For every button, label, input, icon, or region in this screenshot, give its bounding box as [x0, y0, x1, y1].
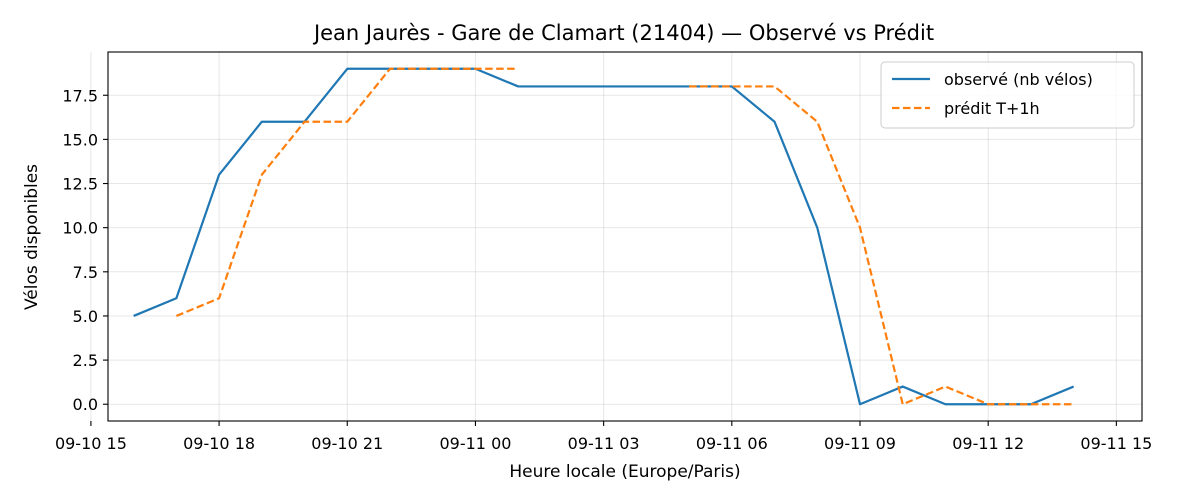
x-tick-label: 09-10 18: [183, 434, 255, 453]
x-tick-label: 09-11 03: [568, 434, 640, 453]
legend-label-predicted: prédit T+1h: [944, 99, 1040, 118]
x-tick-label: 09-10 15: [55, 434, 127, 453]
observed-series-line: [133, 67, 1075, 406]
predicted-series-line: [175, 67, 519, 317]
x-tick-label: 09-11 09: [824, 434, 896, 453]
x-tick-label: 09-10 21: [311, 434, 383, 453]
x-tick-label: 09-11 12: [952, 434, 1024, 453]
y-tick-label: 10.0: [62, 219, 98, 238]
y-axis-ticks: 0.0 2.5 5.0 7.5 10.0 12.5 15.0 17.5: [62, 86, 108, 414]
y-axis-label: Vélos disponibles: [22, 164, 42, 310]
legend-box: [880, 61, 1135, 129]
x-axis-label: Heure locale (Europe/Paris): [509, 462, 740, 482]
x-tick-label: 09-11 06: [696, 434, 768, 453]
series-lines: [133, 67, 1075, 406]
y-tick-label: 5.0: [73, 307, 98, 326]
predicted-series-line: [689, 85, 1074, 406]
x-axis-ticks: 09-10 15 09-10 18 09-10 21 09-11 00 09-11 03…: [55, 421, 1152, 453]
y-tick-label: 17.5: [62, 86, 98, 105]
plot-frame: [107, 51, 1143, 422]
legend-label-observed: observé (nb vélos): [944, 70, 1093, 89]
chart-title: Jean Jaurès - Gare de Clamart (21404) — …: [312, 21, 934, 45]
x-tick-label: 09-11 15: [1080, 434, 1152, 453]
legend: observé (nb vélos) prédit T+1h: [880, 61, 1135, 129]
y-tick-label: 15.0: [62, 130, 98, 149]
y-tick-label: 2.5: [73, 351, 98, 370]
y-tick-label: 7.5: [73, 263, 98, 282]
y-tick-label: 0.0: [73, 395, 98, 414]
y-tick-label: 12.5: [62, 175, 98, 194]
x-tick-label: 09-11 00: [439, 434, 511, 453]
